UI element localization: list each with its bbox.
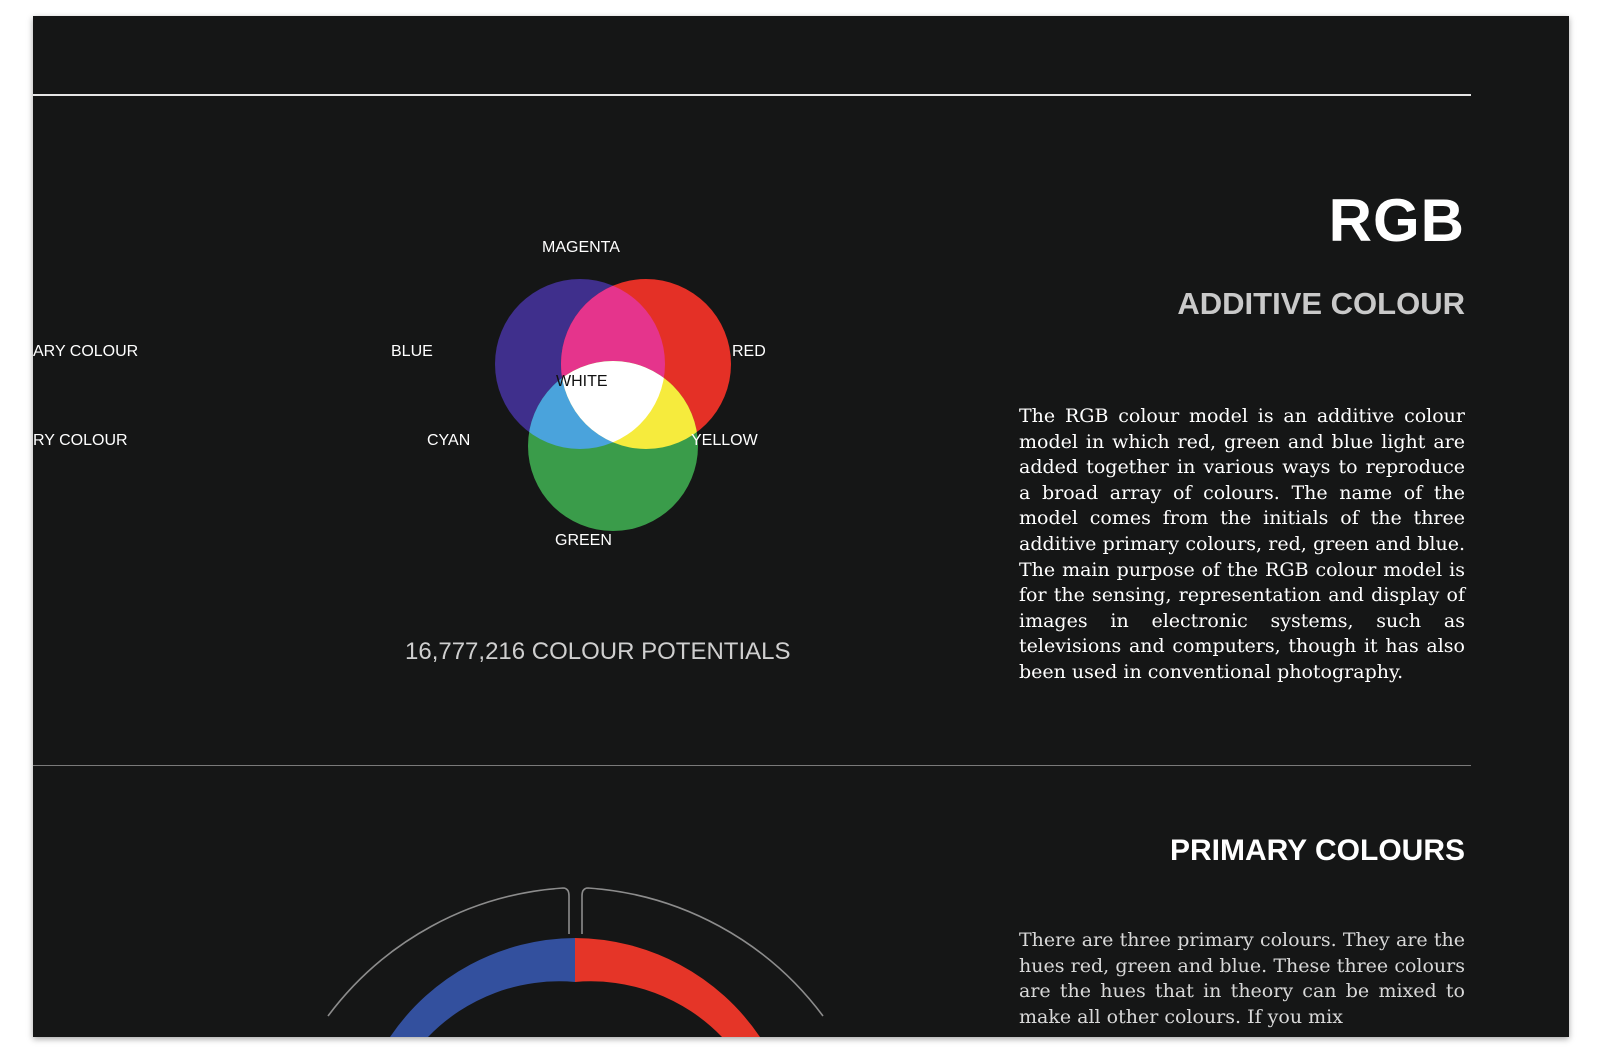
primary-colours-description: There are three primary colours. They ar… — [1019, 929, 1465, 1028]
wheel-outline-right — [581, 887, 824, 1017]
page-title: RGB — [1328, 187, 1465, 254]
side-label-primary: ARY COLOUR — [33, 343, 139, 360]
top-divider — [33, 94, 1471, 96]
colour-potentials: 16,777,216 COLOUR POTENTIALS — [405, 638, 791, 665]
green-label: GREEN — [555, 532, 612, 549]
wheel-blue-arc — [390, 938, 575, 1037]
rgb-venn-diagram — [495, 279, 731, 531]
section-divider — [33, 765, 1471, 766]
primary-colours-title: PRIMARY COLOURS — [1169, 834, 1465, 867]
side-label-secondary: RY COLOUR — [33, 432, 128, 449]
magenta-label: MAGENTA — [542, 239, 620, 256]
wheel-red-arc — [575, 938, 760, 1037]
primary-colour-wheel — [327, 887, 824, 1037]
page-subtitle: ADDITIVE COLOUR — [1177, 286, 1465, 321]
yellow-label: YELLOW — [691, 432, 758, 449]
rgb-description: The RGB colour model is an additive colo… — [1019, 405, 1465, 683]
blue-label: BLUE — [391, 343, 433, 360]
red-label: RED — [732, 343, 766, 360]
poster: MAGENTA BLUE RED WHITE CYAN YELLOW GREEN… — [33, 16, 1569, 1037]
cyan-label: CYAN — [427, 432, 471, 449]
wheel-outline-left — [327, 887, 570, 1017]
white-label: WHITE — [556, 373, 608, 390]
